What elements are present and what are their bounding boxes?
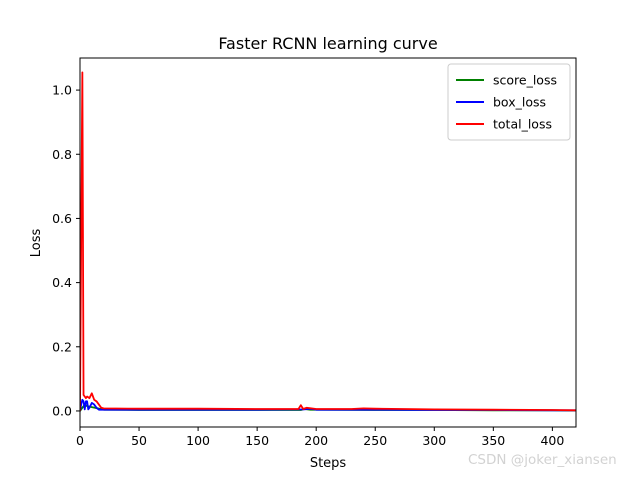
legend: score_loss box_loss total_loss	[447, 63, 571, 141]
legend-box	[447, 63, 571, 141]
x-axis-ticks: 0 50 100 150 200 250 300 350 400	[76, 427, 564, 448]
x-tick-label: 300	[422, 433, 446, 448]
x-tick-label: 150	[245, 433, 269, 448]
x-tick-label: 100	[186, 433, 210, 448]
legend-label-box_loss: box_loss	[493, 95, 546, 110]
y-axis-ticks: 0.0 0.2 0.4 0.6 0.8 1.0	[52, 83, 80, 418]
y-tick-label: 0.6	[52, 211, 72, 226]
x-tick-label: 350	[481, 433, 505, 448]
y-axis-label: Loss	[29, 229, 44, 258]
y-tick-label: 0.2	[52, 339, 72, 354]
x-tick-label: 400	[540, 433, 564, 448]
x-axis-label: Steps	[310, 456, 347, 471]
legend-label-score_loss: score_loss	[493, 73, 557, 88]
series-line-total_loss	[80, 71, 576, 412]
plot-frame	[79, 57, 577, 428]
x-tick-label: 200	[304, 433, 328, 448]
watermark: CSDN @joker_xiansen	[468, 452, 617, 468]
x-tick-label: 50	[131, 433, 147, 448]
x-tick-label: 250	[363, 433, 387, 448]
plot-series	[80, 71, 576, 412]
y-tick-label: 0.4	[52, 275, 72, 290]
y-tick-label: 0.0	[52, 403, 72, 418]
series-line-box_loss	[80, 398, 576, 412]
x-tick-label: 0	[76, 433, 84, 448]
y-tick-label: 0.8	[52, 147, 72, 162]
legend-label-total_loss: total_loss	[493, 117, 552, 132]
chart-title: Faster RCNN learning curve	[218, 34, 437, 53]
y-tick-label: 1.0	[52, 83, 72, 98]
